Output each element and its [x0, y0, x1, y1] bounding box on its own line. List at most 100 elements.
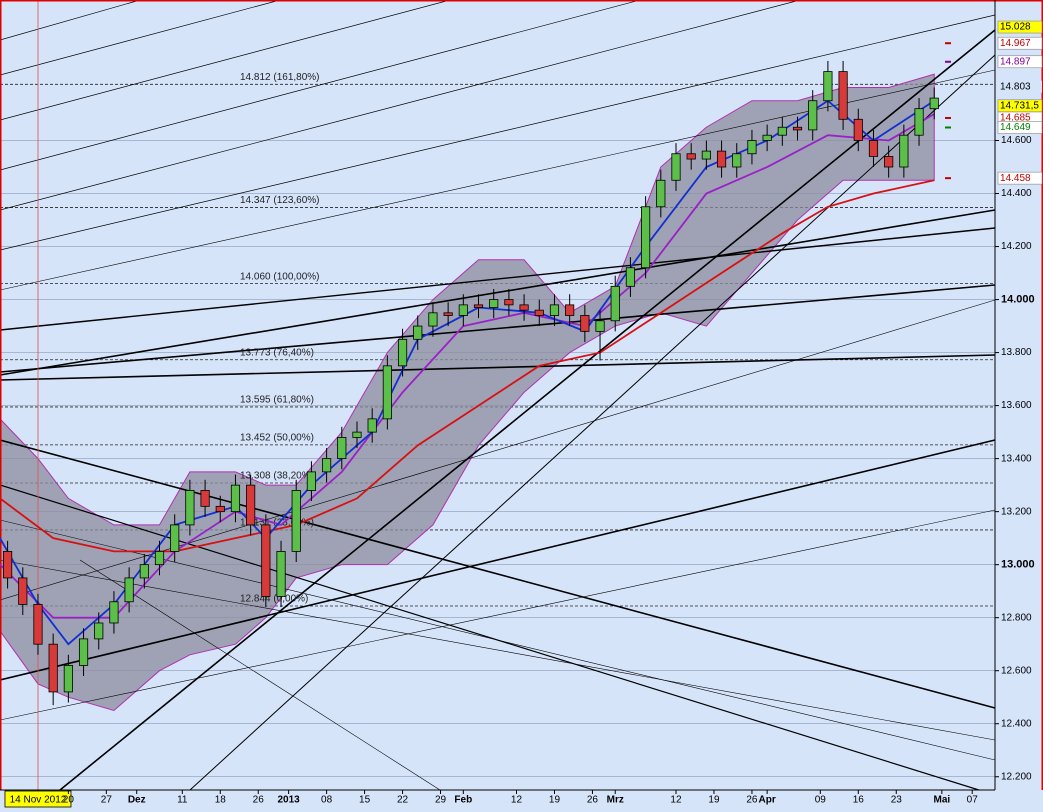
candle-body: [170, 524, 180, 552]
trendline: [0, 509, 996, 721]
candle-body: [337, 437, 347, 460]
candle-body: [899, 134, 909, 168]
fib-label: 13.595 (61,80%): [240, 395, 314, 406]
candle-body: [33, 604, 43, 645]
y-tick-label: 12.200: [1001, 771, 1032, 782]
fib-label: 13.773 (76,40%): [240, 347, 314, 358]
trendline: [59, 29, 996, 791]
candle-body: [215, 505, 225, 513]
price-label: 14.458: [1000, 173, 1031, 184]
trendline: [0, 209, 996, 376]
x-tick-label: 12: [511, 795, 523, 806]
trendline: [0, 559, 996, 741]
price-label-box: [997, 171, 1043, 185]
trendline: [0, 69, 996, 291]
trendline: [0, 0, 641, 171]
candle-body: [124, 577, 134, 603]
candle-body: [929, 97, 939, 110]
x-tick-label: Mrz: [607, 795, 624, 806]
trendline: [0, 284, 996, 373]
y-tick-label: 12.800: [1001, 612, 1032, 623]
candle-body: [686, 153, 696, 160]
fib-label: 14.812 (161,80%): [240, 72, 320, 83]
x-tick-label: 29: [435, 795, 447, 806]
price-label: 14.897: [1000, 56, 1031, 67]
candle-body: [610, 285, 620, 322]
fib-label: 14.347 (123,60%): [240, 195, 320, 206]
candle-body: [154, 551, 165, 566]
candle-body: [367, 418, 377, 433]
y-tick-label: 14.400: [1001, 188, 1032, 199]
candle-body: [565, 304, 575, 316]
candle-body: [838, 71, 848, 120]
y-tick-label: 13.400: [1001, 453, 1032, 464]
price-label-box: [998, 80, 1042, 93]
candle-body: [473, 304, 484, 308]
candle-body: [428, 312, 438, 327]
trendline: [0, 0, 281, 76]
x-tick-label: 27: [101, 795, 113, 806]
fib-label: 14.060 (100,00%): [240, 271, 320, 282]
x-tick-label: 23: [891, 795, 903, 806]
y-tick-label: 14.000: [1001, 293, 1035, 305]
x-tick-highlight: [4, 790, 72, 808]
candle-body: [397, 338, 408, 367]
price-label: 14.967: [1000, 38, 1031, 49]
price-label: 14.803: [1000, 81, 1031, 92]
candle-body: [352, 431, 362, 438]
x-tick-label: 07: [967, 795, 979, 806]
candle-body: [595, 320, 605, 332]
candle-body: [63, 665, 73, 693]
candle-body: [489, 299, 499, 308]
trendline: [79, 559, 441, 791]
candle-body: [322, 458, 332, 473]
candle-body: [808, 100, 818, 131]
candle-body: [914, 108, 924, 136]
price-label-box: [997, 121, 1043, 134]
trendline: [0, 299, 996, 601]
candle-body: [732, 153, 742, 168]
trendline: [0, 0, 801, 211]
candle-body: [884, 156, 894, 168]
candle-body: [656, 179, 666, 208]
candle-body: [701, 150, 711, 160]
candle-body: [230, 484, 241, 513]
y-tick-label: 13.600: [1001, 400, 1032, 411]
x-axis-panel: [0, 790, 1043, 812]
candle-body: [246, 484, 256, 526]
candle-body: [777, 126, 787, 136]
candle-body: [868, 140, 879, 157]
x-tick-label: 18: [215, 795, 227, 806]
x-tick-label: 26: [587, 795, 599, 806]
y-tick-label: 13.000: [1001, 559, 1035, 571]
candle-body: [200, 490, 210, 507]
x-tick-label: 19: [708, 795, 720, 806]
trendline: [0, 439, 996, 709]
candle-body: [261, 524, 271, 597]
candle-body: [762, 134, 772, 141]
price-label: 14.685: [1000, 113, 1031, 124]
candle-body: [3, 551, 13, 579]
candle-body: [625, 267, 635, 287]
right-axis-panel: [995, 0, 1043, 812]
y-tick-label: 12.400: [1001, 718, 1032, 729]
y-tick-label: 12.600: [1001, 665, 1032, 676]
trendline: [0, 14, 996, 251]
x-tick-label: Dez: [128, 795, 146, 806]
candle-body: [823, 71, 833, 102]
x-tick-label: 26: [253, 795, 265, 806]
candle-body: [534, 309, 544, 316]
trendline: [0, 0, 141, 41]
candle-body: [413, 325, 423, 340]
candle-body: [78, 638, 89, 666]
fib-label: 13.452 (50,00%): [240, 432, 314, 443]
candle-body: [504, 299, 514, 306]
candle-body: [580, 315, 590, 332]
x-tick-label: Apr: [759, 795, 776, 806]
candle-body: [716, 150, 727, 168]
x-tick-label: 26: [746, 795, 758, 806]
candle-body: [443, 312, 453, 316]
price-label-box: [997, 20, 1043, 34]
candle-body: [94, 622, 104, 640]
x-tick-label: 12: [670, 795, 682, 806]
